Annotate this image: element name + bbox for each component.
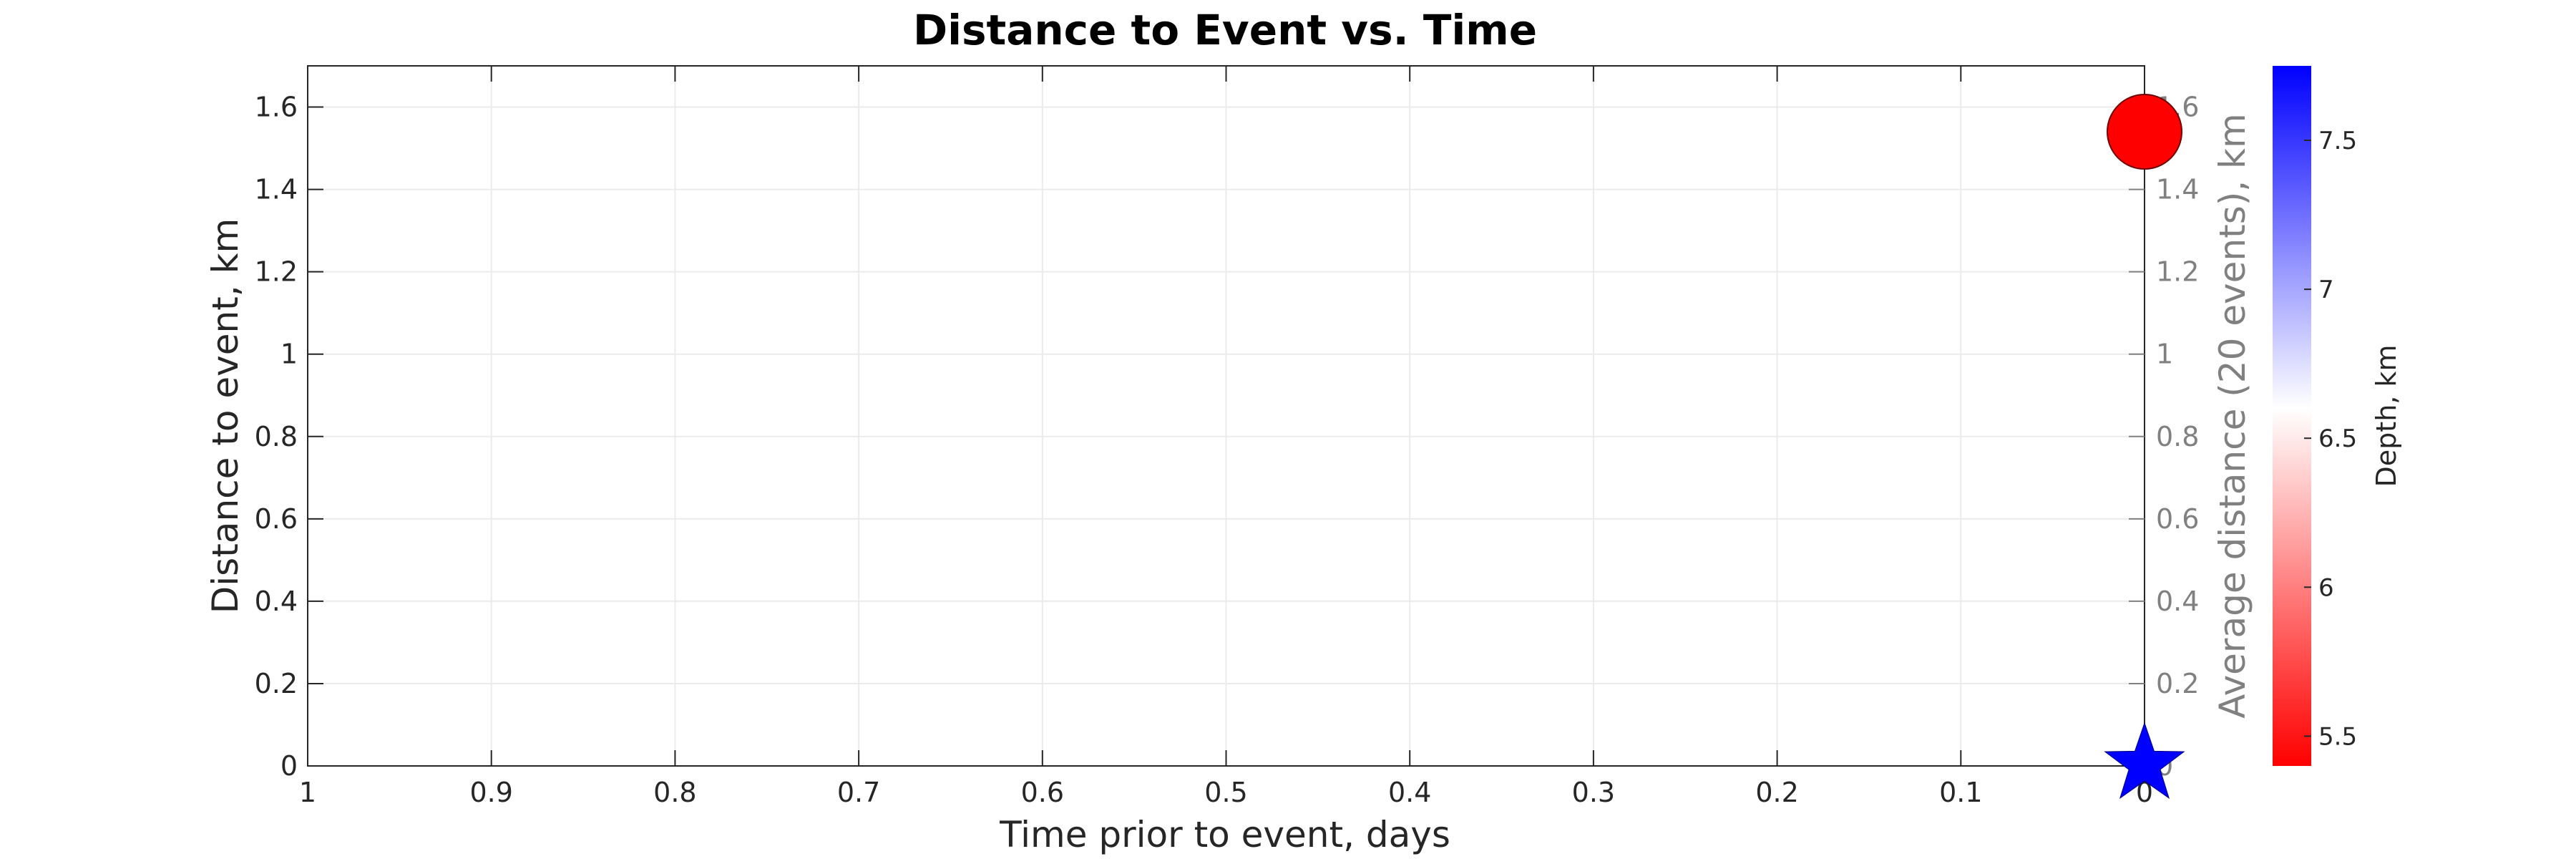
colorbar bbox=[2273, 66, 2311, 766]
y-tick-label: 0.6 bbox=[255, 503, 298, 535]
y2-axis-label: Average distance (20 events), km bbox=[2212, 113, 2253, 718]
x-tick-label: 1 bbox=[299, 777, 316, 808]
x-axis-label: Time prior to event, days bbox=[999, 814, 1450, 855]
y2-tick-label: 1 bbox=[2156, 339, 2173, 370]
y-tick-label: 0 bbox=[280, 750, 298, 782]
x-tick-label: 0.3 bbox=[1572, 777, 1615, 808]
colorbar-label: Depth, km bbox=[2371, 345, 2402, 487]
y2-tick-label: 1.4 bbox=[2156, 174, 2199, 205]
y-tick-label: 1.6 bbox=[255, 92, 298, 123]
y-tick-label: 1.4 bbox=[255, 174, 298, 205]
x-tick-label: 0.7 bbox=[837, 777, 880, 808]
y2-tick-label: 1.2 bbox=[2156, 256, 2199, 288]
x-tick-label: 0.2 bbox=[1755, 777, 1798, 808]
colorbar-tick-label: 6 bbox=[2318, 573, 2334, 602]
colorbar-ticks: 5.5 6 6.5 7 7.5 bbox=[2304, 127, 2357, 751]
y-tick-label: 0.8 bbox=[255, 421, 298, 452]
y-tick-label: 1.2 bbox=[255, 256, 298, 288]
x-tick-label: 0.9 bbox=[469, 777, 512, 808]
x-tick-label: 0.4 bbox=[1388, 777, 1431, 808]
y2-axis-ticks: 00.20.40.60.811.21.41.6 bbox=[2129, 92, 2199, 782]
y-axis-label: Distance to event, km bbox=[205, 218, 246, 613]
y-tick-label: 1 bbox=[280, 339, 298, 370]
colorbar-tick-label: 7 bbox=[2318, 276, 2334, 304]
chart-title: Distance to Event vs. Time bbox=[913, 6, 1537, 54]
x-axis-ticks: 1 0.9 0.8 0.7 0.6 0.5 0.4 0.3 0.2 0.1 0 bbox=[299, 66, 2153, 808]
y2-tick-label: 0.2 bbox=[2156, 668, 2199, 699]
y-tick-label: 0.4 bbox=[255, 586, 298, 617]
y-axis-ticks: 0 0.2 0.4 0.6 0.8 1 1.2 1.4 1.6 bbox=[255, 92, 323, 782]
x-tick-label: 0.8 bbox=[653, 777, 696, 808]
y2-tick-label: 0.8 bbox=[2156, 421, 2199, 452]
colorbar-tick-label: 6.5 bbox=[2318, 424, 2357, 453]
x-tick-label: 0.1 bbox=[1939, 777, 1982, 808]
y-tick-label: 0.2 bbox=[255, 668, 298, 699]
x-tick-label: 0.6 bbox=[1021, 777, 1064, 808]
y2-tick-label: 0.4 bbox=[2156, 586, 2199, 617]
grid bbox=[308, 66, 2145, 766]
main-event-star bbox=[2104, 722, 2185, 800]
data-marks bbox=[2104, 94, 2185, 800]
data-point bbox=[2107, 94, 2182, 170]
x-tick-label: 0.5 bbox=[1204, 777, 1247, 808]
colorbar-tick-label: 7.5 bbox=[2318, 127, 2357, 155]
colorbar-tick-label: 5.5 bbox=[2318, 722, 2357, 751]
y2-tick-label: 0.6 bbox=[2156, 503, 2199, 535]
